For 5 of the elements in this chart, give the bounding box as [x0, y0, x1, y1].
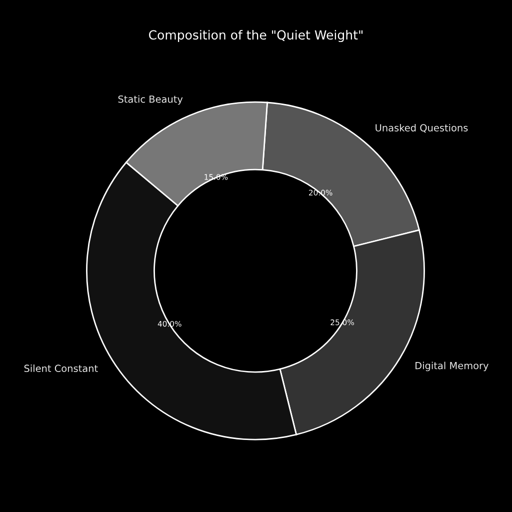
slice-label: Unasked Questions [376, 124, 468, 133]
slice-label: Digital Memory [416, 362, 488, 372]
chart-title: Composition of the "Quiet Weight" [149, 30, 362, 42]
slice-label: Static Beauty [118, 95, 183, 105]
slice-label: Silent Constant [24, 364, 98, 372]
